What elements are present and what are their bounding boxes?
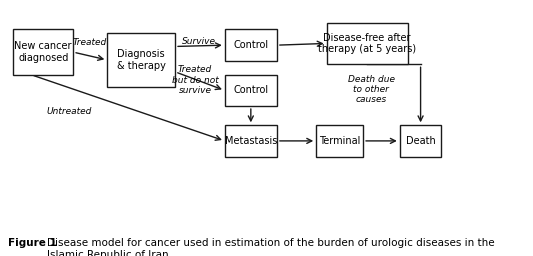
FancyBboxPatch shape [316,125,363,157]
Text: Treated
but do not
survive: Treated but do not survive [172,65,219,95]
Text: Figure 1: Figure 1 [8,238,60,248]
Text: Treated: Treated [73,38,107,47]
FancyBboxPatch shape [400,125,441,157]
FancyBboxPatch shape [13,29,73,75]
FancyBboxPatch shape [225,125,277,157]
Text: Terminal: Terminal [319,136,360,146]
Text: Survive: Survive [182,37,215,46]
FancyBboxPatch shape [327,23,408,64]
Text: Metastasis: Metastasis [224,136,277,146]
FancyBboxPatch shape [107,33,175,87]
Text: Diagnosis
& therapy: Diagnosis & therapy [117,49,166,71]
Text: Disease model for cancer used in estimation of the burden of urologic diseases i: Disease model for cancer used in estimat… [47,238,495,256]
Text: Untreated: Untreated [47,107,92,116]
Text: Disease-free after
therapy (at 5 years): Disease-free after therapy (at 5 years) [318,33,416,54]
Text: Death due
to other
causes: Death due to other causes [348,75,394,104]
Text: Death: Death [406,136,435,146]
Text: Control: Control [233,86,269,95]
Text: New cancer
diagnosed: New cancer diagnosed [14,41,72,63]
Text: Control: Control [233,40,269,50]
FancyBboxPatch shape [225,29,277,61]
FancyBboxPatch shape [225,75,277,106]
